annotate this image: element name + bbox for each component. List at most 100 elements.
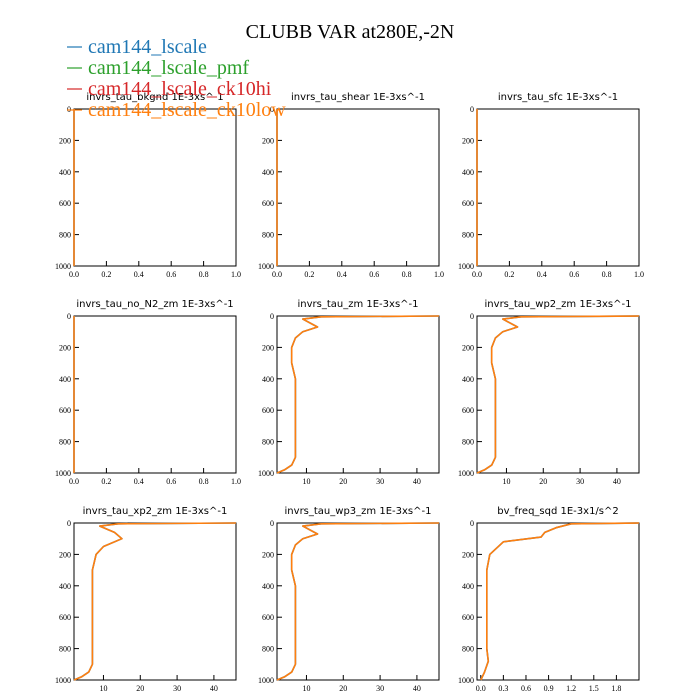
y-tick-label: 800 xyxy=(262,438,274,447)
x-tick-label: 1.0 xyxy=(434,270,444,279)
y-tick-label: 600 xyxy=(59,613,71,622)
panel-title: invrs_tau_bkgnd 1E-3xs^-1 xyxy=(86,92,223,103)
x-tick-label: 0.0 xyxy=(476,684,486,693)
plot-frame xyxy=(476,315,640,474)
legend-label: cam144_lscale xyxy=(88,36,207,58)
y-tick-label: 200 xyxy=(462,136,474,145)
y-tick-label: 0 xyxy=(270,105,274,114)
y-tick-label: 400 xyxy=(462,375,474,384)
plot-frame xyxy=(276,315,440,474)
x-tick-label: 0.8 xyxy=(602,270,612,279)
plot-frame xyxy=(73,108,237,267)
y-tick-label: 800 xyxy=(462,438,474,447)
y-tick-label: 200 xyxy=(262,136,274,145)
panel-2: invrs_tau_shear 1E-3xs^-1 0.0 0.2 0.4 0.6 0.8… xyxy=(258,92,444,279)
x-tick-label: 20 xyxy=(539,477,547,486)
y-tick-label: 0 xyxy=(470,312,474,321)
y-tick-label: 600 xyxy=(59,406,71,415)
y-tick-label: 1000 xyxy=(55,469,71,478)
x-tick-label: 0.6 xyxy=(369,270,379,279)
x-tick-label: 0.4 xyxy=(337,270,347,279)
x-tick-label: 0.0 xyxy=(69,270,79,279)
x-tick-label: 0.6 xyxy=(166,270,176,279)
series-line xyxy=(276,315,440,474)
x-tick-label: 0.2 xyxy=(101,477,111,486)
x-tick-label: 1.8 xyxy=(611,684,621,693)
y-tick-label: 0 xyxy=(470,519,474,528)
y-tick-label: 800 xyxy=(462,645,474,654)
x-tick-label: 40 xyxy=(613,477,621,486)
y-tick-label: 800 xyxy=(59,645,71,654)
plot-frame xyxy=(73,315,237,474)
y-tick-label: 400 xyxy=(59,168,71,177)
y-tick-label: 400 xyxy=(59,375,71,384)
x-tick-label: 0.6 xyxy=(521,684,531,693)
x-tick-label: 0.0 xyxy=(472,270,482,279)
series-line xyxy=(276,522,440,681)
y-tick-label: 200 xyxy=(462,550,474,559)
y-tick-label: 0 xyxy=(67,312,71,321)
x-tick-label: 0.4 xyxy=(134,477,144,486)
panel-1: invrs_tau_bkgnd 1E-3xs^-1 0.0 0.2 0.4 0.6 0.8… xyxy=(55,92,241,279)
panel-title: invrs_tau_wp2_zm 1E-3xs^-1 xyxy=(485,299,632,310)
series-line xyxy=(276,522,440,681)
plot-frame xyxy=(276,522,440,681)
series-line xyxy=(480,522,640,681)
series-line xyxy=(276,315,440,474)
x-tick-label: 0.0 xyxy=(69,477,79,486)
x-tick-label: 0.2 xyxy=(504,270,514,279)
panel-4: invrs_tau_no_N2_zm 1E-3xs^-1 0.0 0.2 0.4 0.6… xyxy=(55,299,241,486)
plot-frame xyxy=(276,108,440,267)
x-tick-label: 10 xyxy=(302,684,310,693)
y-tick-label: 0 xyxy=(67,519,71,528)
y-tick-label: 1000 xyxy=(258,262,274,271)
panel-title: invrs_tau_shear 1E-3xs^-1 xyxy=(291,92,425,103)
y-tick-label: 0 xyxy=(270,519,274,528)
y-tick-label: 1000 xyxy=(458,469,474,478)
y-tick-label: 200 xyxy=(59,343,71,352)
x-tick-label: 30 xyxy=(173,684,181,693)
x-tick-label: 20 xyxy=(339,477,347,486)
panel-grid: invrs_tau_bkgnd 1E-3xs^-1 0.0 0.2 0.4 0.6 0.8… xyxy=(55,92,644,693)
x-tick-label: 1.2 xyxy=(566,684,576,693)
panel-title: invrs_tau_wp3_zm 1E-3xs^-1 xyxy=(285,506,432,517)
panel-9: bv_freq_sqd 1E-3x1/s^2 0.0 0.3 0.6 0.9 1.2 1.5… xyxy=(458,506,640,693)
y-tick-label: 1000 xyxy=(55,262,71,271)
x-tick-label: 1.0 xyxy=(231,270,241,279)
y-tick-label: 400 xyxy=(262,375,274,384)
plot-frame xyxy=(73,522,237,681)
panel-title: invrs_tau_no_N2_zm 1E-3xs^-1 xyxy=(76,299,233,310)
y-tick-label: 600 xyxy=(462,613,474,622)
y-tick-label: 800 xyxy=(59,231,71,240)
y-tick-label: 600 xyxy=(462,406,474,415)
y-tick-label: 600 xyxy=(262,613,274,622)
legend-label: cam144_lscale_ck10hi xyxy=(88,78,272,100)
y-tick-label: 200 xyxy=(59,550,71,559)
legend-label: cam144_lscale_ck10low xyxy=(88,99,286,121)
x-tick-label: 40 xyxy=(413,477,421,486)
x-tick-label: 20 xyxy=(339,684,347,693)
series-line xyxy=(476,315,640,474)
y-tick-label: 200 xyxy=(262,550,274,559)
y-tick-label: 400 xyxy=(462,582,474,591)
x-tick-label: 0.8 xyxy=(402,270,412,279)
x-tick-label: 0.2 xyxy=(304,270,314,279)
panel-3: invrs_tau_sfc 1E-3xs^-1 0.0 0.2 0.4 0.6 0.8 1.… xyxy=(458,92,644,279)
y-tick-label: 0 xyxy=(270,312,274,321)
figure-title: CLUBB VAR at280E,-2N xyxy=(246,21,455,43)
panel-7: invrs_tau_xp2_zm 1E-3xs^-110 20 30 40020040… xyxy=(55,506,237,693)
plot-frame xyxy=(476,108,640,267)
panel-title: bv_freq_sqd 1E-3x1/s^2 xyxy=(497,506,619,517)
x-tick-label: 1.0 xyxy=(634,270,644,279)
plot-frame xyxy=(476,522,640,681)
y-tick-label: 400 xyxy=(262,168,274,177)
y-tick-label: 600 xyxy=(59,199,71,208)
y-tick-label: 600 xyxy=(462,199,474,208)
x-tick-label: 0.6 xyxy=(569,270,579,279)
x-tick-label: 30 xyxy=(376,684,384,693)
x-tick-label: 0.8 xyxy=(199,477,209,486)
y-tick-label: 1000 xyxy=(55,676,71,685)
x-tick-label: 0.4 xyxy=(134,270,144,279)
x-tick-label: 1.5 xyxy=(589,684,599,693)
y-tick-label: 800 xyxy=(462,231,474,240)
